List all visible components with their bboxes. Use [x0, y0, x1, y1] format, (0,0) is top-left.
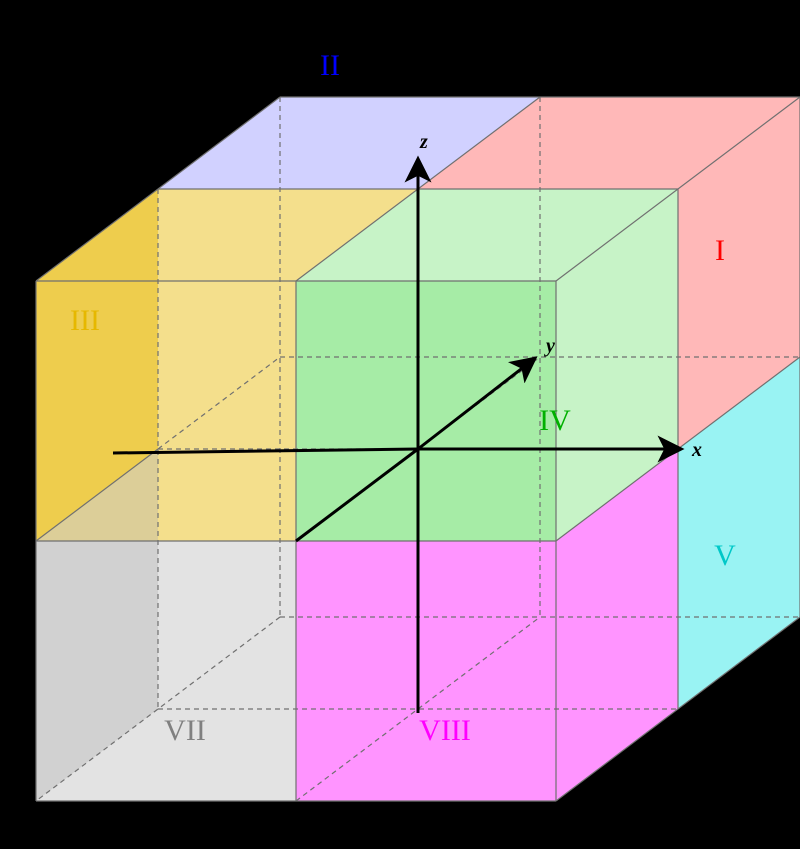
octant-IV-front [296, 281, 556, 541]
octant-label-VIII: VIII [419, 714, 471, 747]
octant-VII-front [36, 541, 296, 801]
octant-label-V: V [714, 539, 736, 572]
octant-label-II: II [320, 49, 340, 82]
octant-VIII-front [296, 541, 556, 801]
axis-label-z: z [419, 131, 428, 153]
octant-diagram: xyzIIIIIIIVVVIIVIII [0, 0, 800, 849]
octant-label-III: III [70, 304, 100, 337]
octant-label-IV: IV [539, 404, 571, 437]
axis-label-y: y [544, 335, 555, 357]
octant-label-I: I [715, 234, 725, 267]
octant-label-VII: VII [164, 714, 206, 747]
axis-label-x: x [691, 439, 702, 461]
